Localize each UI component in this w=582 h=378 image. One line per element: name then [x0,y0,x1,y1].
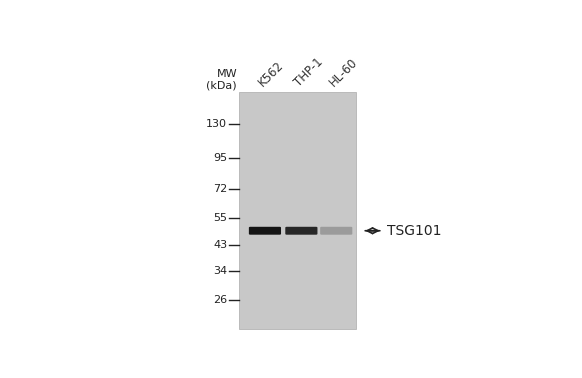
Text: HL-60: HL-60 [327,55,360,89]
FancyBboxPatch shape [320,227,352,235]
Text: THP-1: THP-1 [292,55,326,89]
Bar [239,91,356,329]
Text: 72: 72 [213,184,227,194]
Text: K562: K562 [255,58,286,89]
Text: TSG101: TSG101 [387,224,442,238]
Text: 55: 55 [213,213,227,223]
Text: MW
(kDa): MW (kDa) [207,68,237,90]
FancyBboxPatch shape [249,227,281,235]
Text: 34: 34 [213,266,227,276]
FancyBboxPatch shape [285,227,317,235]
Text: 130: 130 [206,119,227,129]
Text: 43: 43 [213,240,227,250]
Text: 26: 26 [213,295,227,305]
Text: 95: 95 [213,153,227,163]
